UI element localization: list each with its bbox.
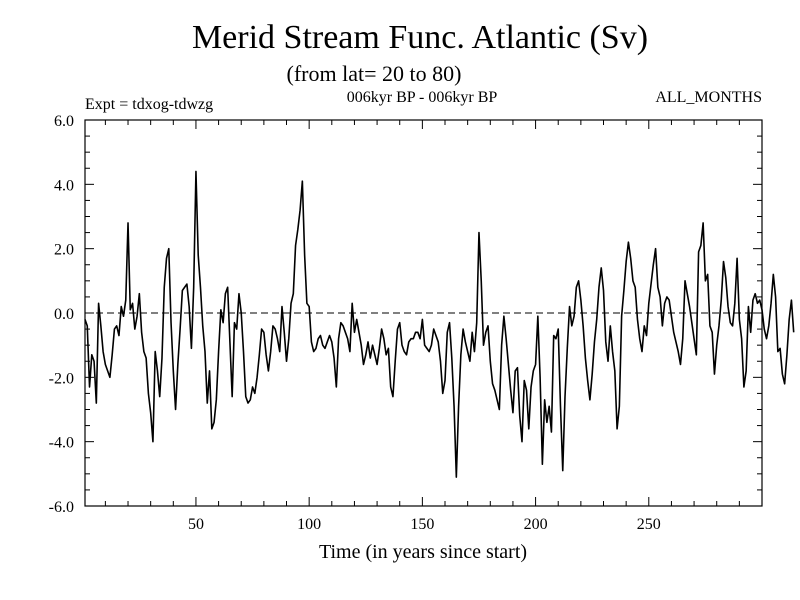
x-axis-label: Time (in years since start) — [319, 541, 527, 563]
period-label: 006kyr BP - 006kyr BP — [347, 89, 498, 106]
series-line — [84, 170, 795, 478]
axes: -6.0 -4.0 -2.0 0.0 2.0 4.0 6.0 50 100 150 200 250 — [49, 113, 762, 533]
y-tick-label: 4.0 — [54, 177, 74, 194]
y-tick-label: 0.0 — [54, 306, 74, 323]
plot-frame — [84, 119, 763, 507]
x-tick-label: 100 — [297, 516, 321, 533]
months-label: ALL_MONTHS — [655, 89, 762, 106]
y-tick-label: -4.0 — [49, 435, 74, 452]
x-tick-label: 200 — [524, 516, 548, 533]
chart-title: Merid Stream Func. Atlantic (Sv) — [192, 19, 648, 56]
x-tick-label: 250 — [637, 516, 661, 533]
experiment-label: Expt = tdxog-tdwzg — [85, 96, 213, 113]
x-tick-label: 50 — [188, 516, 204, 533]
y-tick-label: -6.0 — [49, 499, 74, 516]
chart-subtitle: (from lat= 20 to 80) — [287, 61, 462, 86]
y-tick-label: 2.0 — [54, 242, 74, 259]
y-tick-label: -2.0 — [49, 370, 74, 387]
y-tick-label: 6.0 — [54, 113, 74, 130]
x-tick-label: 150 — [410, 516, 434, 533]
